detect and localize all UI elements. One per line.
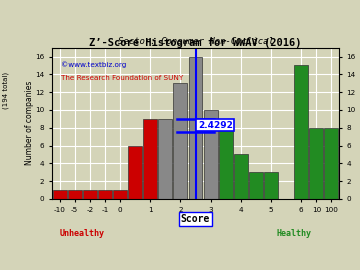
Bar <box>189 56 202 199</box>
Text: (194 total): (194 total) <box>3 72 9 109</box>
Text: 2.4292: 2.4292 <box>198 121 233 130</box>
Title: Z’-Score Histogram for WWAV (2016): Z’-Score Histogram for WWAV (2016) <box>89 38 302 48</box>
Bar <box>53 190 67 199</box>
Bar <box>98 190 112 199</box>
Text: The Research Foundation of SUNY: The Research Foundation of SUNY <box>61 75 183 81</box>
Bar <box>324 128 338 199</box>
Bar <box>68 190 82 199</box>
Bar <box>294 65 308 199</box>
Bar <box>158 119 172 199</box>
Text: Unhealthy: Unhealthy <box>60 229 105 238</box>
Bar <box>83 190 97 199</box>
X-axis label: Score: Score <box>181 214 210 224</box>
Y-axis label: Number of companies: Number of companies <box>25 81 34 166</box>
Text: ©www.textbiz.org: ©www.textbiz.org <box>61 61 126 68</box>
Bar <box>143 119 157 199</box>
Text: Sector: Consumer Non-Cyclical: Sector: Consumer Non-Cyclical <box>118 37 274 46</box>
Bar <box>113 190 127 199</box>
Bar <box>219 128 233 199</box>
Bar <box>174 83 187 199</box>
Bar <box>249 172 263 199</box>
Text: Healthy: Healthy <box>276 229 311 238</box>
Bar <box>264 172 278 199</box>
Bar <box>128 146 142 199</box>
Bar <box>309 128 323 199</box>
Bar <box>234 154 248 199</box>
Bar <box>204 110 217 199</box>
